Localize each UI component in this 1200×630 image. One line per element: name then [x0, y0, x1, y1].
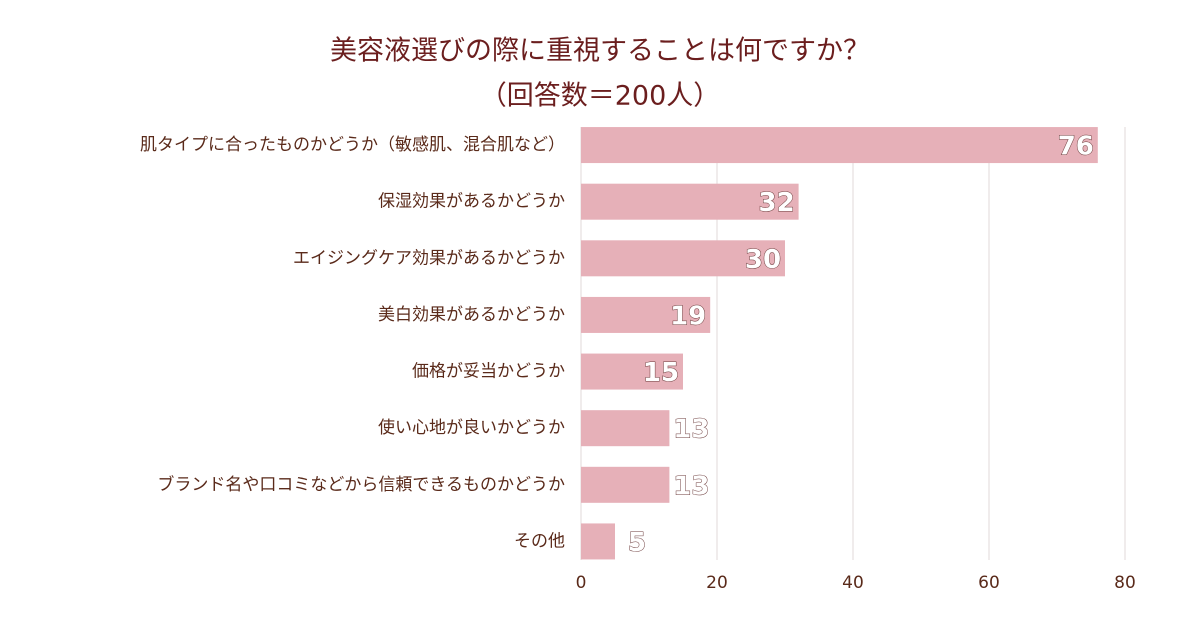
y-tick-label: 美白効果があるかどうか [378, 305, 565, 325]
x-tick-label: 80 [1114, 573, 1136, 593]
data-label: 30 [745, 245, 781, 275]
bar [581, 410, 670, 447]
data-label: 76 [1058, 132, 1094, 162]
y-tick-label: エイジングケア効果があるかどうか [293, 248, 565, 268]
bar [581, 523, 615, 560]
x-tick-label: 40 [842, 573, 864, 593]
data-label: 5 [628, 528, 646, 558]
data-label: 32 [759, 188, 795, 218]
chart-subtitle: （回答数＝200人） [480, 81, 721, 112]
x-tick-label: 0 [576, 573, 587, 593]
bar [581, 183, 799, 220]
data-label: 19 [670, 301, 706, 331]
chart-title: 美容液選びの際に重視することは何ですか？ [330, 36, 870, 67]
x-tick-label: 60 [978, 573, 1000, 593]
y-tick-label: その他 [514, 531, 565, 551]
y-tick-label: ブランド名や口コミなどから信頼できるものかどうか [157, 474, 565, 495]
bar [581, 353, 683, 390]
y-tick-label: 使い心地が良いかどうか [378, 417, 565, 438]
y-tick-label: 肌タイプに合ったものかどうか（敏感肌、混合肌など） [140, 135, 565, 155]
data-label: 13 [673, 415, 709, 445]
bar [581, 296, 711, 333]
data-label: 15 [643, 358, 679, 388]
bar [581, 466, 670, 503]
data-label: 13 [673, 471, 709, 501]
y-tick-label: 価格が妥当かどうか [412, 362, 565, 382]
bar [581, 127, 1098, 164]
bar [581, 240, 785, 277]
y-tick-label: 保湿効果があるかどうか [378, 192, 565, 212]
x-tick-label: 20 [706, 573, 728, 593]
